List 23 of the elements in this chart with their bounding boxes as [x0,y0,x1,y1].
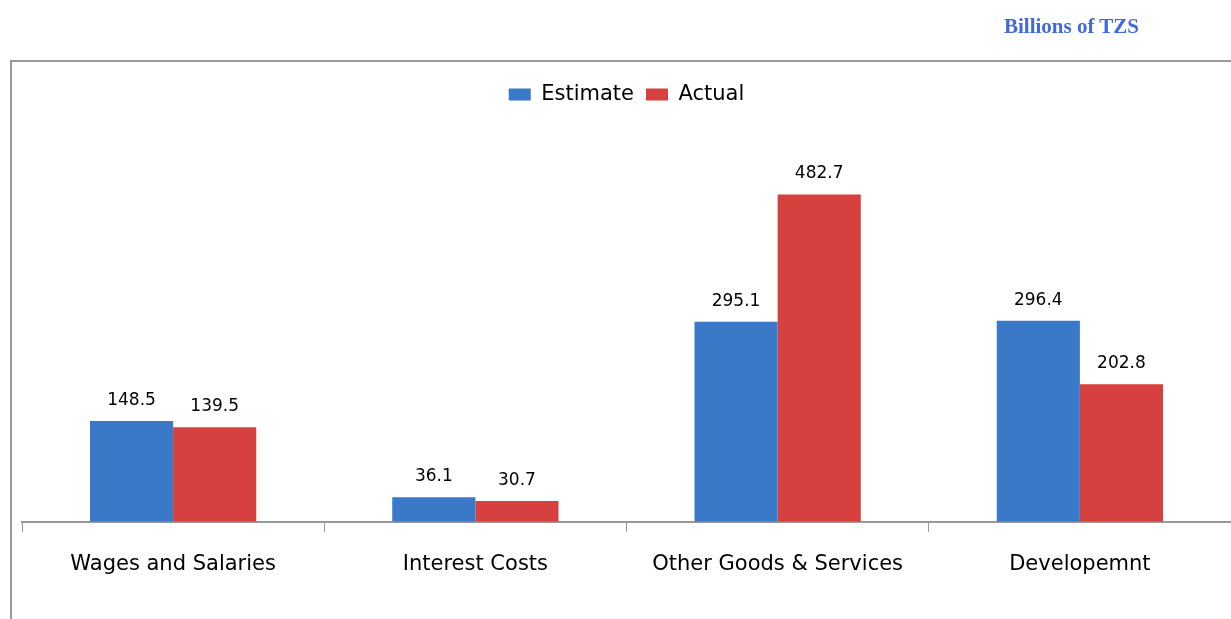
data-label: 148.5 [107,389,156,410]
x-tick-label: Developemnt [1009,550,1151,575]
x-tick-label: Interest Costs [402,550,548,575]
legend-label: Estimate [541,80,634,105]
bar [996,320,1080,522]
data-label: 30.7 [498,468,536,489]
data-label: 295.1 [711,289,761,310]
data-label: 139.5 [190,395,240,416]
x-tick-label: Other Goods & Services [652,550,904,575]
data-label: 202.8 [1097,352,1146,373]
bar [173,427,257,522]
text: Billions of TZS [1003,14,1139,39]
bar [1079,384,1163,522]
legend-label: Actual [678,80,745,105]
data-label: 296.4 [1013,288,1063,309]
bar [392,497,476,522]
x-tick-label: Wages and Salaries [70,550,276,575]
bar [694,321,778,522]
data-label: 482.7 [794,162,844,183]
data-label: 36.1 [414,465,453,486]
bar [90,421,174,522]
bar [777,194,861,522]
bar [475,500,559,522]
